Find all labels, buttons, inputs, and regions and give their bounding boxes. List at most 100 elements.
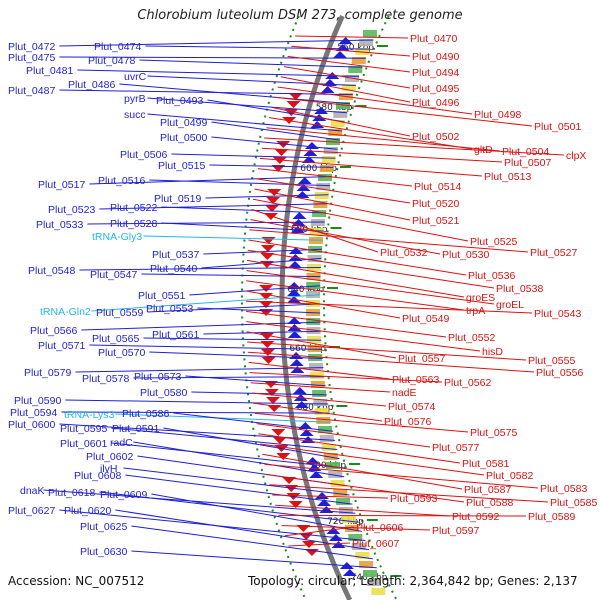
label-connector bbox=[61, 411, 330, 414]
gene-label: Plut_0493 bbox=[156, 95, 203, 107]
gene-label: Plut_0527 bbox=[530, 247, 577, 259]
gene-label: Plut_0520 bbox=[412, 198, 459, 210]
gene-label: Plut_0499 bbox=[160, 117, 207, 129]
gene-label: Plut_0533 bbox=[36, 219, 83, 231]
label-connector bbox=[266, 127, 501, 152]
reverse-gene-arrow bbox=[266, 197, 281, 204]
gene-label: ilvH bbox=[100, 463, 118, 475]
reverse-gene-arrow bbox=[260, 245, 275, 252]
gene-feature-block bbox=[319, 165, 334, 172]
label-connector bbox=[133, 376, 325, 379]
gene-label: Plut_0515 bbox=[158, 160, 205, 172]
gene-label: Plut_0551 bbox=[138, 290, 185, 302]
gene-feature-block bbox=[338, 507, 353, 514]
label-connector bbox=[249, 372, 443, 383]
label-connector bbox=[291, 45, 411, 57]
gene-label: Plut_0556 bbox=[536, 367, 583, 379]
gene-label: Plut_0555 bbox=[528, 355, 575, 367]
gene-label: Plut_0532 bbox=[380, 247, 427, 259]
gene-label: Plut_0559 bbox=[96, 307, 143, 319]
gene-feature-block bbox=[317, 174, 332, 181]
reverse-gene-arrow bbox=[272, 157, 287, 164]
reverse-gene-arrow bbox=[274, 149, 289, 156]
label-connector bbox=[246, 310, 447, 338]
forward-gene-arrow bbox=[342, 569, 357, 576]
gene-label: Plut_0609 bbox=[100, 489, 147, 501]
label-connector bbox=[295, 35, 409, 39]
label-connector bbox=[278, 514, 527, 517]
forward-gene-arrow bbox=[301, 156, 316, 163]
reverse-gene-arrow bbox=[272, 437, 287, 444]
label-connector bbox=[147, 97, 348, 114]
gene-label: uvrC bbox=[124, 71, 147, 83]
gene-feature-block bbox=[306, 336, 321, 343]
reverse-gene-arrow bbox=[286, 101, 301, 108]
reverse-gene-arrow bbox=[288, 501, 303, 508]
reverse-gene-arrow bbox=[260, 253, 275, 260]
gene-label: Plut_0481 bbox=[26, 65, 73, 77]
label-connector bbox=[262, 453, 463, 490]
gene-label: Plut_0528 bbox=[110, 218, 157, 230]
gene-label: Plut_0495 bbox=[412, 83, 459, 95]
gene-feature-block bbox=[317, 426, 332, 433]
forward-gene-arrow bbox=[326, 527, 341, 534]
gene-label: Plut_0513 bbox=[484, 171, 531, 183]
backbone-arc bbox=[279, 14, 353, 600]
gene-feature-block bbox=[308, 363, 323, 370]
gene-label: Plut_0557 bbox=[398, 353, 445, 365]
tick-label: 740 kbp bbox=[351, 573, 388, 583]
forward-gene-arrow bbox=[287, 331, 302, 338]
gene-label: Plut_0563 bbox=[392, 374, 439, 386]
label-connector bbox=[259, 157, 483, 177]
label-connector bbox=[81, 321, 321, 331]
forward-gene-arrow bbox=[315, 492, 330, 499]
gene-label: Plut_0538 bbox=[496, 283, 543, 295]
gene-feature-block bbox=[341, 516, 356, 523]
trna-label: tRNA-Lys3 bbox=[64, 409, 115, 421]
gene-label: Plut_0580 bbox=[140, 387, 187, 399]
label-connector bbox=[147, 113, 343, 132]
label-connector bbox=[59, 423, 336, 441]
label-connector bbox=[246, 331, 397, 359]
label-connector bbox=[250, 382, 391, 393]
label-connector bbox=[277, 86, 473, 115]
forward-gene-arrow bbox=[310, 121, 325, 128]
gene-label: Plut_0575 bbox=[470, 427, 517, 439]
inner-track bbox=[322, 15, 398, 600]
label-connector bbox=[275, 504, 451, 517]
gene-label: Plut_0486 bbox=[68, 79, 115, 91]
genome-summary: Accession: NC_007512 Topology: circular; … bbox=[8, 574, 578, 588]
gene-label: succ bbox=[124, 109, 146, 121]
label-connector bbox=[254, 188, 411, 221]
forward-gene-arrow bbox=[295, 191, 310, 198]
gene-feature-block bbox=[333, 489, 348, 496]
gene-label: Plut_0579 bbox=[24, 367, 71, 379]
label-connector bbox=[209, 164, 334, 168]
label-connector bbox=[87, 221, 325, 225]
accession-text: Accession: NC_007512 bbox=[8, 574, 145, 588]
gene-label: Plut_0591 bbox=[112, 423, 159, 435]
label-connector bbox=[43, 489, 356, 514]
gene-label: groEL bbox=[496, 299, 524, 311]
gene-feature-block bbox=[367, 579, 382, 586]
label-connector bbox=[203, 248, 322, 255]
gene-feature-block bbox=[359, 39, 374, 46]
label-connector bbox=[161, 222, 324, 232]
gene-label: Plut_0522 bbox=[110, 202, 157, 214]
label-connector bbox=[281, 525, 431, 531]
label-connector bbox=[260, 443, 485, 476]
gene-label: Plut_0608 bbox=[74, 470, 121, 482]
label-connector bbox=[246, 259, 465, 298]
gene-feature-block bbox=[371, 588, 386, 595]
gene-label: Plut_0592 bbox=[452, 511, 499, 523]
label-connector bbox=[287, 55, 411, 73]
label-connector bbox=[280, 76, 411, 103]
label-connector bbox=[59, 89, 353, 96]
label-connector bbox=[207, 99, 345, 123]
label-connector bbox=[271, 106, 411, 137]
gene-label: Plut_0573 bbox=[134, 371, 181, 383]
label-connector bbox=[257, 168, 413, 187]
label-connector bbox=[251, 392, 387, 407]
